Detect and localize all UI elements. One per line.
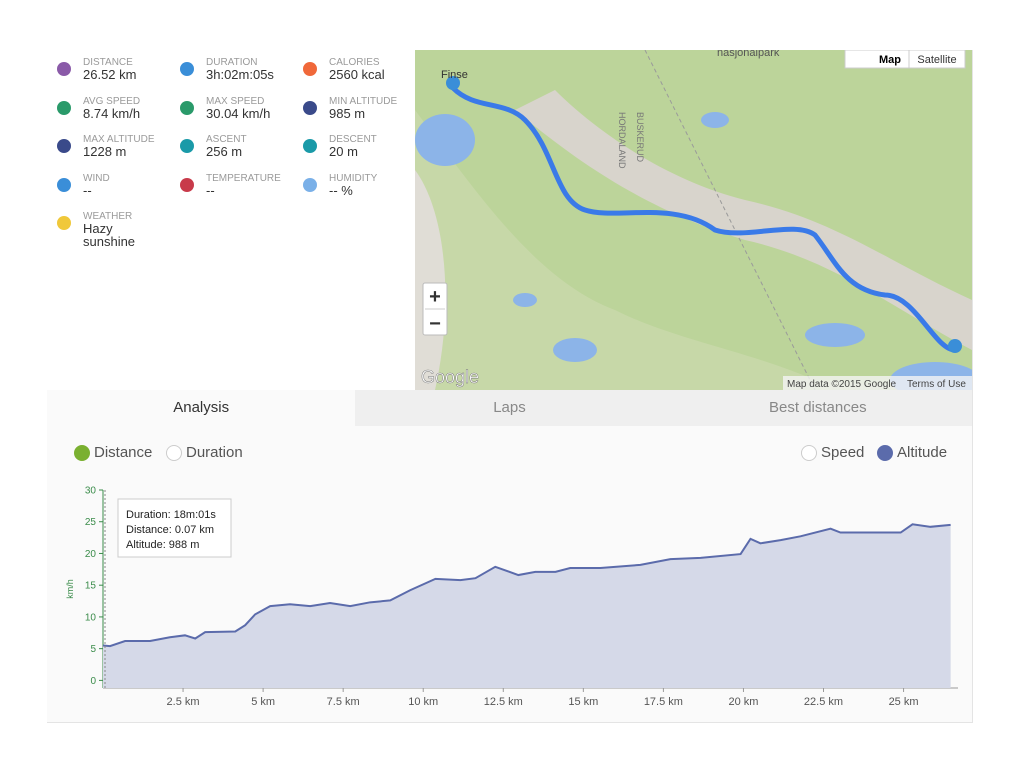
stat-value: 2560 kcal [329, 67, 385, 82]
x-tick-label: 2.5 km [167, 696, 200, 708]
zoom-in[interactable]: + [429, 286, 441, 308]
tooltip-text: Duration: 18m:01s [126, 509, 216, 521]
tab[interactable]: Best distances [663, 390, 972, 426]
stat-value: 26.52 km [83, 67, 137, 82]
x-tick-label: 25 km [889, 696, 919, 708]
region-label: BUSKERUD [635, 112, 645, 163]
option-label: Speed [821, 444, 865, 461]
radio [166, 444, 182, 461]
place-label: Finse [441, 69, 468, 81]
stats-panel: DISTANCE 26.52 km DURATION 3h:02m:05s CALORI… [47, 50, 415, 390]
stat-label: WEATHER [83, 211, 133, 222]
x-tick-label: 10 km [408, 696, 438, 708]
tooltip-text: Distance: 0.07 km [126, 524, 214, 536]
stat-icon [303, 178, 317, 192]
map-terms[interactable]: Terms of Use [907, 379, 966, 390]
x-tick-label: 5 km [251, 696, 275, 708]
stat-icon [303, 62, 317, 76]
x-tick-label: 7.5 km [327, 696, 360, 708]
x-option[interactable]: Distance [74, 444, 152, 461]
stat-icon [57, 216, 71, 230]
y-tick-label: 20 [85, 549, 97, 560]
option-label: Distance [94, 444, 153, 461]
place-label: nasjonalpark [717, 50, 780, 59]
tooltip-text: Altitude: 988 m [126, 539, 199, 551]
line [102, 523, 951, 648]
y-axis-title: km/h [65, 579, 75, 599]
x-tick-label: 20 km [728, 696, 758, 708]
stat-icon [57, 139, 71, 153]
radio-checked [877, 444, 893, 461]
area [103, 524, 951, 688]
x-tick-label: 22.5 km [804, 696, 843, 708]
stat-icon [180, 139, 194, 153]
stat-value: 256 m [206, 144, 243, 159]
stat-icon [180, 62, 194, 76]
radio-checked [74, 444, 90, 461]
stat-value: Hazy sunshine [83, 221, 136, 249]
stat-icon [57, 178, 71, 192]
stat-value: -- [83, 183, 92, 198]
stat-value: 3h:02m:05s [206, 67, 274, 82]
stat-label: MIN ALTITUDE [329, 96, 398, 107]
stat-icon [303, 101, 317, 115]
map-type-button[interactable]: Satellite [917, 54, 956, 66]
zoom-out[interactable]: − [429, 313, 441, 335]
y-tick-label: 5 [90, 644, 96, 655]
stat-label: DISTANCE [83, 57, 133, 68]
stat-icon [57, 101, 71, 115]
map-type-button[interactable]: Map [879, 54, 901, 66]
y-option[interactable]: Speed [801, 444, 864, 461]
tooltip-box [117, 498, 232, 558]
x-tick-label: 12.5 km [484, 696, 523, 708]
map-logo: Google [421, 367, 479, 387]
stat-icon [303, 139, 317, 153]
radio [801, 444, 817, 461]
stat-label: WIND [83, 173, 110, 184]
stat-icon [180, 178, 194, 192]
stat-label: MAX ALTITUDE [83, 134, 155, 145]
y-tick-label: 30 [85, 486, 97, 497]
x-tick-label: 17.5 km [644, 696, 683, 708]
stat-label: TEMPERATURE [206, 173, 281, 184]
chart: 0 5 10 15 20 25 30 2.5 km 5 km 7.5 km 10 km 12.5 km… [65, 486, 958, 708]
stat-icon [180, 101, 194, 115]
stat-value: 985 m [329, 106, 366, 121]
map[interactable]: Finse nasjonalpark HORDALAND BUSKERUD Ma… [415, 50, 972, 390]
tab[interactable]: Analysis [47, 390, 356, 426]
y-tick-label: 10 [85, 612, 97, 623]
y-option[interactable]: Altitude [877, 444, 947, 461]
tab-bar: Analysis Laps Best distances [47, 390, 972, 426]
stat-value: 8.74 km/h [83, 106, 141, 121]
x-tick-label: 15 km [568, 696, 598, 708]
x-option[interactable]: Duration [166, 444, 243, 461]
stat-value: 30.04 km/h [206, 106, 271, 121]
y-tick-label: 25 [85, 517, 97, 528]
option-label: Duration [186, 444, 243, 461]
stat-label: HUMIDITY [329, 173, 378, 184]
stat-label: CALORIES [329, 57, 380, 68]
stat-value: 1228 m [83, 144, 127, 159]
stat-label: MAX SPEED [206, 96, 265, 107]
map-attribution: Map data ©2015 Google [787, 379, 897, 390]
stat-value: -- [206, 183, 215, 198]
tab[interactable]: Laps [355, 390, 664, 426]
stat-icon [57, 62, 71, 76]
y-tick-label: 0 [90, 676, 96, 687]
map-canvas: Finse nasjonalpark HORDALAND BUSKERUD Ma… [415, 50, 972, 390]
option-label: Altitude [897, 444, 948, 461]
stat-label: ASCENT [206, 134, 247, 145]
stat-label: DESCENT [329, 134, 377, 145]
region-label: HORDALAND [617, 112, 627, 169]
stat-label: AVG SPEED [83, 96, 141, 107]
y-tick-label: 15 [85, 581, 97, 592]
stat-value: 20 m [329, 144, 358, 159]
stat-label: DURATION [206, 57, 258, 68]
stat-value: -- % [329, 183, 353, 198]
